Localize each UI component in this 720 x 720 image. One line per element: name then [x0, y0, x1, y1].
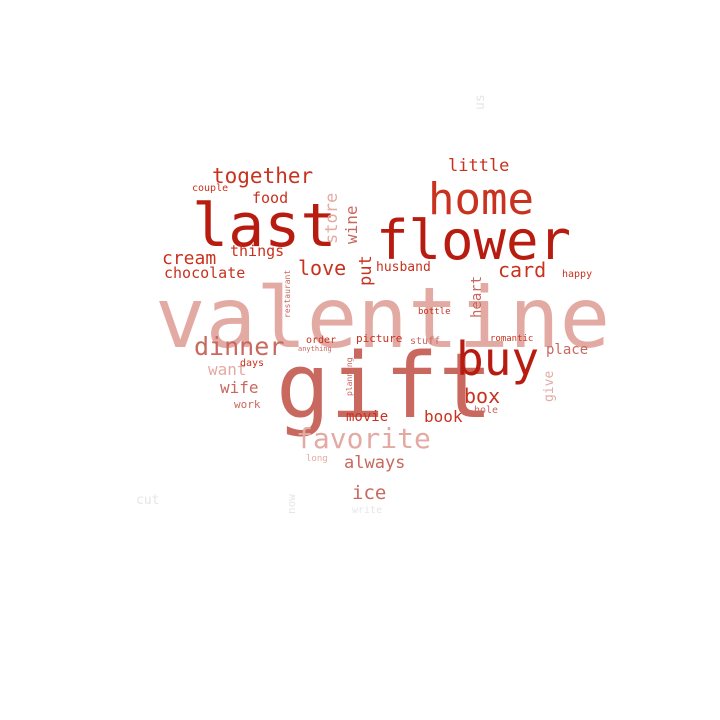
word-wine: wine — [342, 205, 361, 244]
word-always: always — [344, 453, 406, 473]
word-heart: heart — [469, 275, 485, 318]
word-couple: couple — [192, 183, 229, 194]
word-bottle: bottle — [418, 307, 451, 317]
word-around: around — [407, 367, 416, 396]
word-stuff: stuff — [410, 336, 441, 347]
word-book: book — [424, 407, 463, 426]
word-dinner: dinner — [194, 332, 285, 361]
word-card: card — [498, 258, 547, 282]
word-romantic: romantic — [490, 334, 534, 344]
word-gift: gift — [276, 334, 493, 439]
word-store: store — [322, 192, 342, 244]
word-hole: hole — [474, 405, 499, 416]
word-place: place — [546, 342, 589, 358]
word-happy: happy — [562, 269, 593, 280]
word-things: things — [230, 242, 285, 260]
word-put: put — [356, 255, 376, 286]
word-long: long — [306, 454, 328, 464]
word-little: little — [448, 156, 510, 176]
word-wife: wife — [220, 378, 259, 397]
word-picture: picture — [356, 332, 403, 345]
word-valentine: valentine — [155, 269, 611, 367]
word-ice: ice — [352, 482, 387, 504]
word-chocolate: chocolate — [164, 264, 246, 282]
word-days: days — [240, 358, 265, 369]
word-now: now — [285, 494, 298, 514]
word-together: together — [212, 164, 314, 188]
word-cream: cream — [162, 248, 217, 269]
word-planning: planning — [345, 357, 354, 396]
word-write: write — [352, 505, 383, 516]
word-box: box — [464, 384, 501, 408]
word-movie: movie — [346, 409, 389, 425]
word-work: work — [234, 398, 261, 411]
word-give: give — [542, 370, 557, 402]
word-want: want — [208, 360, 247, 379]
word-us: us — [473, 94, 488, 110]
word-love: love — [298, 256, 347, 280]
word-flower: flower — [376, 209, 572, 272]
word-order: order — [306, 335, 337, 346]
word-home: home — [428, 174, 534, 225]
word-favorite: favorite — [296, 422, 431, 455]
word-food: food — [252, 189, 289, 207]
word-husband: husband — [376, 260, 431, 275]
word-anything: anything — [298, 345, 332, 353]
word-cut: cut — [136, 493, 160, 508]
word-last: last — [192, 191, 337, 261]
word-buy: buy — [456, 332, 540, 386]
word-restaurant: restaurant — [283, 269, 292, 318]
